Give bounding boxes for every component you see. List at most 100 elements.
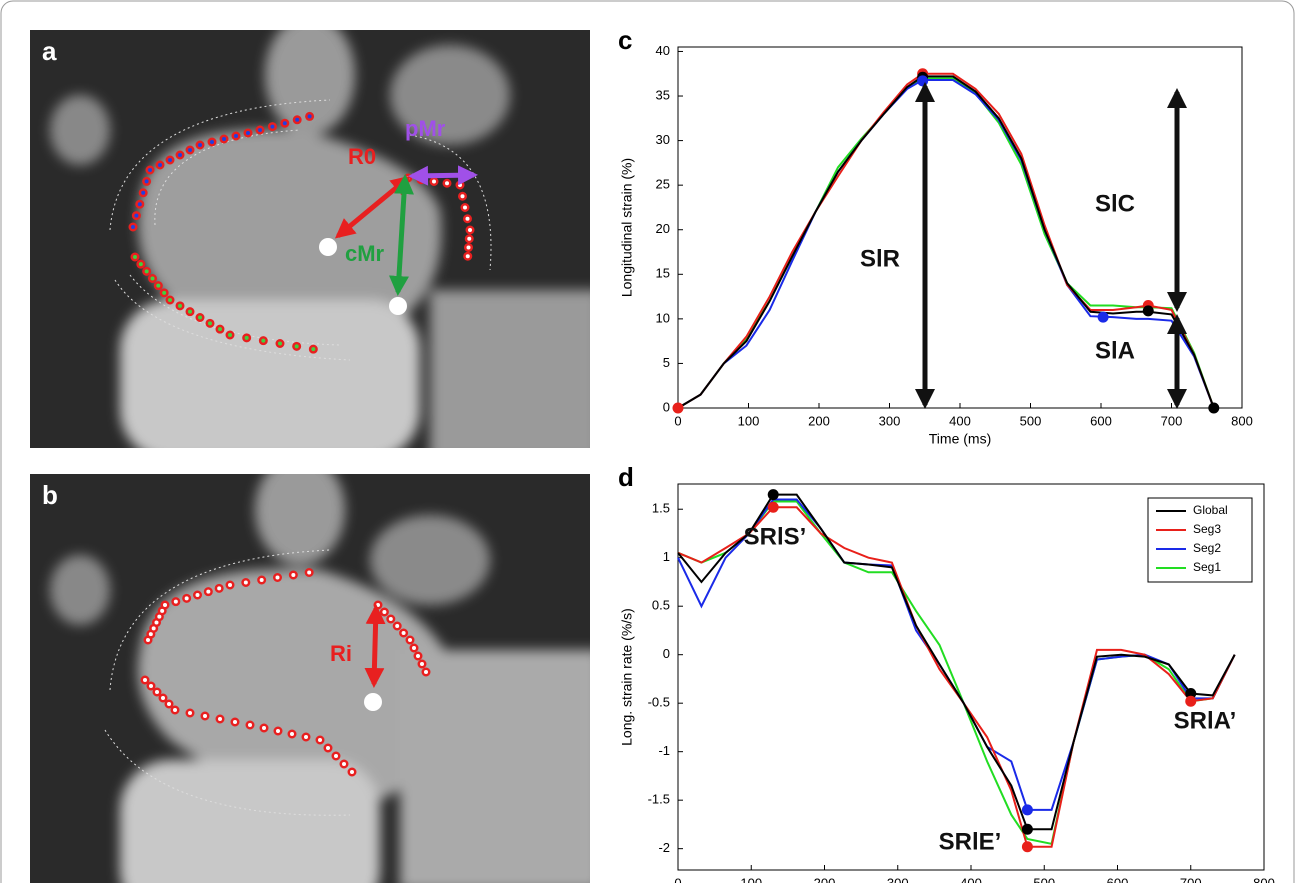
- contour-dot-core: [161, 696, 165, 700]
- contour-dot-core: [458, 183, 462, 187]
- contour-dot-core: [218, 717, 222, 721]
- contour-dot-core: [243, 580, 248, 585]
- point-marker: [1142, 305, 1154, 317]
- y-tick-label: 1: [663, 549, 670, 564]
- label-cmr: cMr: [345, 241, 385, 266]
- contour-dot-core: [167, 702, 171, 706]
- contour-dot-core: [188, 148, 192, 152]
- contour-dot-core: [198, 315, 202, 320]
- contour-dot-core: [160, 608, 165, 613]
- contour-dot-core: [246, 131, 250, 135]
- contour-dot-core: [304, 735, 308, 739]
- contour-dot-core: [416, 654, 420, 658]
- contour-dot-core: [432, 179, 436, 184]
- point-marker: [767, 501, 779, 513]
- contour-dot-core: [463, 205, 467, 210]
- contour-dot-core: [138, 262, 143, 267]
- contour-dot-core: [311, 347, 316, 352]
- x-tick-label: 700: [1180, 875, 1202, 883]
- x-tick-label: 300: [887, 875, 909, 883]
- plot-area: [677, 46, 1243, 409]
- x-tick-label: 700: [1161, 413, 1183, 428]
- contour-dot-core: [178, 303, 182, 308]
- contour-dot-core: [141, 190, 146, 195]
- contour-dot-core: [162, 290, 167, 295]
- y-tick-label: 35: [656, 87, 670, 102]
- label-ri: Ri: [330, 641, 352, 666]
- contour-dot-core: [262, 726, 266, 730]
- point-marker: [1021, 823, 1033, 835]
- contour-dot-core: [412, 646, 416, 650]
- y-tick-label: 20: [656, 221, 670, 236]
- x-tick-label: 0: [674, 875, 681, 883]
- contour-dot-core: [318, 738, 322, 742]
- contour-dot-core: [307, 570, 312, 575]
- contour-dot-core: [465, 216, 470, 221]
- x-tick-label: 800: [1253, 875, 1275, 883]
- x-tick-label: 400: [949, 413, 971, 428]
- contour-dot-core: [234, 134, 238, 138]
- contour-dot-core: [184, 596, 189, 601]
- x-tick-label: 200: [808, 413, 830, 428]
- legend-label: Global: [1193, 503, 1228, 517]
- x-tick-label: 500: [1033, 875, 1055, 883]
- y-axis-label: Long. strain rate (%/s): [619, 608, 635, 746]
- point-marker: [1185, 687, 1197, 699]
- y-tick-label: 0: [663, 646, 670, 661]
- annotation: SlR: [860, 245, 900, 272]
- contour-dot-core: [155, 690, 159, 694]
- legend-label: Seg3: [1193, 522, 1221, 536]
- point-marker: [1021, 841, 1033, 853]
- y-tick-label: 5: [663, 355, 670, 370]
- contour-dot-core: [408, 638, 412, 642]
- contour-dot-core: [307, 114, 312, 119]
- x-tick-label: 400: [960, 875, 982, 883]
- contour-dot-core: [382, 610, 387, 614]
- contour-dot-core: [401, 631, 406, 635]
- contour-dot-core: [168, 298, 172, 302]
- contour-dot-core: [195, 593, 200, 597]
- contour-dot-core: [460, 194, 465, 199]
- x-tick-label: 0: [674, 413, 681, 428]
- x-tick-label: 100: [740, 875, 762, 883]
- contour-dot-core: [350, 770, 354, 774]
- y-tick-label: 10: [656, 310, 670, 325]
- annotation: SlA: [1095, 337, 1135, 364]
- contour-dot-core: [156, 283, 161, 288]
- contour-dot-core: [294, 344, 299, 349]
- y-tick-label: 30: [656, 132, 670, 147]
- contour-dot-core: [178, 153, 182, 157]
- contour-dot-core: [158, 163, 162, 167]
- contour-dot-core: [218, 327, 222, 332]
- contour-dot-core: [465, 254, 470, 259]
- annotation: SRlA’: [1174, 707, 1237, 734]
- y-tick-label: 0: [663, 399, 670, 414]
- contour-dot-core: [154, 620, 159, 625]
- contour-dot-core: [163, 603, 167, 607]
- contour-dot-core: [198, 143, 202, 147]
- contour-dot-core: [206, 589, 211, 594]
- contour-dot-core: [217, 586, 222, 591]
- y-tick-label: 0.5: [652, 598, 670, 613]
- contour-dot-core: [291, 573, 296, 577]
- contour-dot-core: [420, 662, 424, 666]
- line-series: [677, 75, 1215, 409]
- contour-dot-core: [468, 228, 472, 232]
- contour-dot-core: [258, 128, 262, 132]
- point-marker: [767, 489, 779, 501]
- line-series: [677, 78, 1215, 409]
- contour-dot-core: [467, 236, 472, 241]
- contour-dot-core: [334, 754, 338, 758]
- contour-dot-core: [261, 338, 266, 343]
- contour-dot-core: [290, 732, 294, 736]
- legend-label: Seg1: [1193, 560, 1221, 574]
- contour-dot-core: [278, 341, 282, 346]
- contour-dot-core: [137, 202, 142, 207]
- x-tick-label: 800: [1231, 413, 1253, 428]
- contour-dot-core: [388, 617, 393, 621]
- panel-label: b: [42, 480, 58, 510]
- panel-label: c: [618, 25, 632, 55]
- mri-image-b: [30, 474, 590, 883]
- contour-dot-core: [134, 213, 139, 218]
